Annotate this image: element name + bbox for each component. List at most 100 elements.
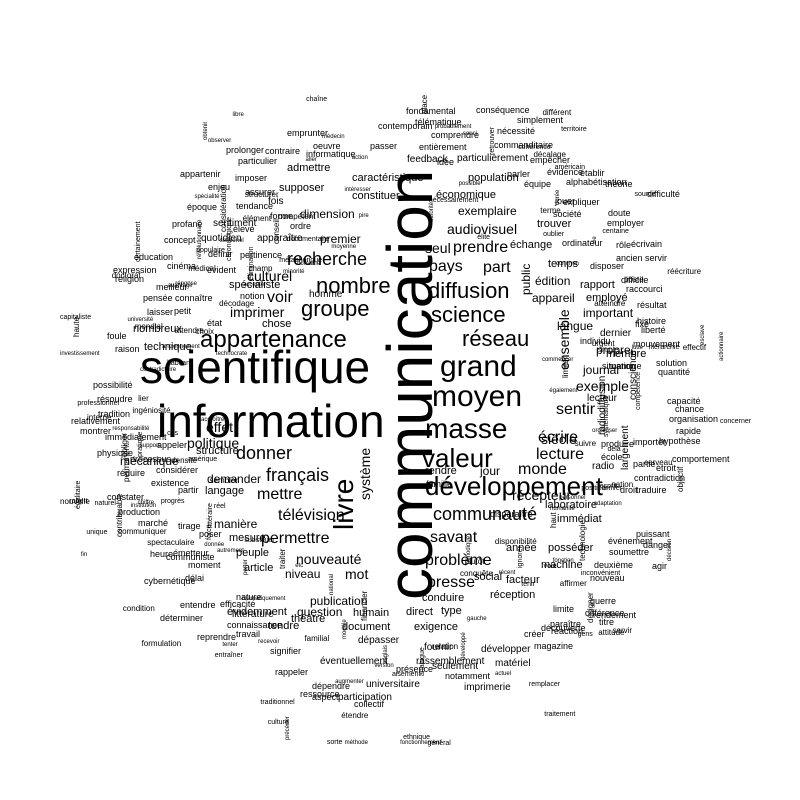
cloud-word-small: hiérarchie bbox=[648, 344, 680, 351]
cloud-word: population bbox=[468, 172, 519, 184]
cloud-word: édition bbox=[535, 274, 571, 288]
cloud-word: magazine bbox=[534, 641, 574, 651]
cloud-word: tendre bbox=[268, 620, 300, 632]
cloud-word: social bbox=[474, 571, 503, 583]
cloud-word-small: modèle bbox=[342, 618, 349, 639]
cloud-word: part bbox=[483, 259, 511, 276]
cloud-word: travail bbox=[236, 629, 261, 639]
cloud-word: structure bbox=[196, 445, 239, 457]
cloud-word: mettre bbox=[257, 486, 303, 503]
cloud-word: commanditaire bbox=[494, 140, 554, 150]
cloud-word-small: centaine bbox=[602, 227, 629, 235]
cloud-word-small: humanité bbox=[550, 505, 575, 512]
cloud-word: jouer bbox=[555, 196, 576, 206]
cloud-word-small: limiter bbox=[560, 356, 570, 379]
cloud-word: peuple bbox=[236, 547, 270, 559]
cloud-word: employer bbox=[607, 218, 645, 228]
cloud-word-small: affirmer bbox=[559, 579, 587, 589]
cloud-word-small: structurer bbox=[244, 190, 279, 200]
cloud-word-small: attitude bbox=[598, 627, 625, 637]
cloud-word-small: obtenir bbox=[202, 121, 209, 141]
cloud-word: partie bbox=[633, 459, 656, 469]
cloud-word: public bbox=[519, 263, 533, 295]
cloud-word-small: documentaire bbox=[286, 235, 330, 243]
cloud-word-small: fonctionnement bbox=[400, 740, 442, 746]
cloud-word: imprimer bbox=[230, 304, 285, 320]
cloud-word: évidemment bbox=[227, 606, 287, 618]
cloud-word: immédiatement bbox=[105, 432, 167, 442]
cloud-word-small: cohérence bbox=[518, 143, 551, 151]
cloud-word: chose bbox=[262, 318, 292, 330]
cloud-word-small: delà bbox=[607, 445, 621, 453]
cloud-word: idée bbox=[437, 157, 455, 167]
cloud-word-small: place bbox=[420, 94, 430, 114]
cloud-word-small: donnée bbox=[204, 541, 225, 548]
cloud-word: quotidien bbox=[201, 233, 242, 244]
cloud-word: radio bbox=[592, 461, 615, 472]
cloud-word-small: inconvénient bbox=[580, 570, 621, 578]
cloud-word-small: lutte bbox=[631, 344, 643, 351]
cloud-word: appartenir bbox=[180, 169, 221, 179]
cloud-word: largement bbox=[620, 425, 631, 470]
cloud-word: particulier bbox=[238, 156, 278, 166]
cloud-word: élevé bbox=[233, 224, 255, 234]
cloud-word: droit bbox=[620, 485, 638, 495]
cloud-word: notamment bbox=[445, 671, 491, 681]
cloud-word: diffusion bbox=[428, 278, 510, 303]
cloud-word-small: effectif bbox=[682, 343, 707, 353]
cloud-word: aspect bbox=[312, 692, 339, 702]
cloud-word-small: technocrate bbox=[215, 351, 248, 358]
cloud-word: contraire bbox=[265, 146, 301, 156]
cloud-word-small: remplacer bbox=[528, 681, 561, 689]
cloud-word-small: augmenter bbox=[335, 678, 364, 685]
cloud-word-small: professionnel bbox=[77, 400, 120, 408]
cloud-word: théâtre bbox=[291, 613, 326, 625]
cloud-word: membre bbox=[606, 348, 647, 360]
cloud-word: permettre bbox=[261, 530, 330, 547]
cloud-word-small: américain bbox=[554, 164, 585, 172]
cloud-word: savant bbox=[430, 529, 478, 546]
cloud-word-small: ethnique bbox=[403, 733, 430, 741]
cloud-word: imprimerie bbox=[464, 682, 511, 693]
cloud-word-small: choix bbox=[195, 327, 214, 337]
cloud-word-small: fonction bbox=[552, 557, 574, 564]
cloud-word: production bbox=[118, 507, 161, 517]
cloud-word: dimension bbox=[300, 207, 355, 221]
cloud-word: informatique bbox=[306, 149, 356, 159]
cloud-word: meilleur bbox=[156, 282, 188, 292]
cloud-word: connaissance bbox=[227, 620, 283, 630]
cloud-word: document bbox=[342, 621, 391, 633]
cloud-word-small: substituer bbox=[244, 537, 275, 545]
cloud-word: reprendre bbox=[197, 632, 237, 642]
cloud-word-small: compétent bbox=[278, 212, 316, 222]
cloud-word-small: actuel bbox=[495, 670, 512, 677]
cloud-word-small: conquête bbox=[459, 568, 493, 578]
cloud-word: économique bbox=[436, 189, 496, 201]
cloud-word: alphabétisation bbox=[566, 177, 627, 187]
cloud-word-small: élimination bbox=[248, 246, 256, 280]
cloud-word: produire bbox=[601, 439, 635, 449]
cloud-word-small: nation bbox=[611, 480, 634, 490]
cloud-word: guerre bbox=[590, 596, 617, 606]
cloud-word: appartenance bbox=[200, 326, 347, 353]
cloud-word-small: traitement bbox=[544, 710, 576, 718]
cloud-word-small: chiffre bbox=[137, 500, 154, 507]
cloud-word-small: désigner bbox=[586, 592, 596, 624]
cloud-word: possibilité bbox=[93, 380, 133, 390]
cloud-word-small: obliger bbox=[119, 433, 129, 458]
cloud-word: conséquence bbox=[476, 105, 530, 115]
cloud-word: participation bbox=[338, 692, 392, 703]
cloud-word: dépasser bbox=[358, 635, 400, 646]
cloud-word-small: dramatiquement bbox=[242, 595, 286, 602]
cloud-word: scientifique bbox=[140, 341, 371, 393]
cloud-word: théorie bbox=[605, 179, 633, 189]
cloud-word: situation bbox=[602, 361, 636, 371]
cloud-word: déterminer bbox=[160, 613, 204, 623]
cloud-word: évidence bbox=[547, 167, 584, 177]
cloud-word-small: compétence bbox=[635, 372, 643, 411]
cloud-word: petit bbox=[174, 306, 192, 316]
cloud-word-small: médecin bbox=[321, 134, 345, 141]
cloud-word: télévision bbox=[278, 507, 345, 524]
cloud-word: présence bbox=[396, 664, 434, 674]
